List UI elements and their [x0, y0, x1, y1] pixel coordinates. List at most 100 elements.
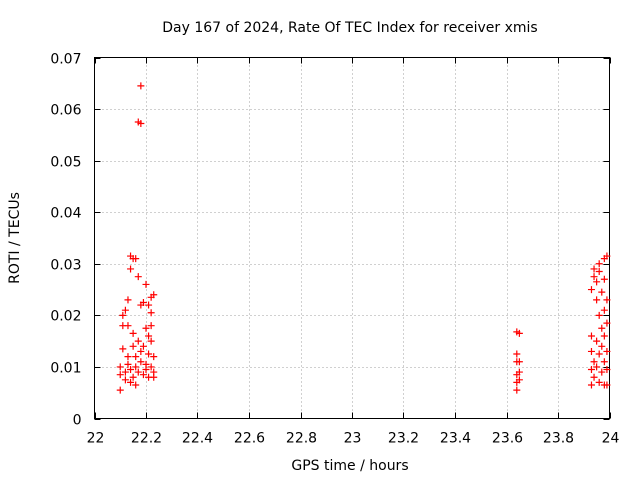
data-point [515, 329, 523, 337]
data-point [147, 309, 155, 317]
data-point [132, 353, 140, 361]
data-point [132, 255, 140, 263]
y-axis-label: ROTI / TECUs [7, 192, 23, 284]
data-point [603, 319, 611, 327]
data-point [593, 278, 601, 286]
x-tick-label: 24 [602, 431, 620, 447]
data-point [137, 82, 145, 90]
data-point [145, 332, 153, 340]
data-point [598, 368, 606, 376]
data-point [150, 291, 158, 299]
x-axis-label: GPS time / hours [291, 458, 408, 474]
y-tick-label: 0 [73, 413, 82, 429]
data-point [137, 358, 145, 366]
data-point [595, 378, 603, 386]
data-point [137, 120, 145, 128]
x-tick-label: 23.8 [543, 431, 574, 447]
data-point [603, 252, 611, 260]
data-point [145, 301, 153, 309]
data-point [603, 366, 611, 374]
y-tick-label: 0.04 [50, 206, 81, 222]
data-point [142, 280, 150, 288]
data-point [139, 298, 147, 306]
x-tick-label: 22.2 [131, 431, 162, 447]
data-point [593, 337, 601, 345]
data-point [595, 260, 603, 268]
data-point [121, 368, 129, 376]
data-point [127, 265, 135, 273]
data-point [587, 332, 595, 340]
data-point [590, 358, 598, 366]
data-point [139, 342, 147, 350]
data-point [587, 286, 595, 294]
data-point [116, 386, 124, 394]
data-point [124, 353, 132, 361]
data-point [147, 363, 155, 371]
data-point [595, 268, 603, 276]
data-point [121, 376, 129, 384]
y-tick-label: 0.06 [50, 103, 81, 119]
data-point [603, 347, 611, 355]
y-tick-label: 0.03 [50, 258, 81, 274]
data-point [590, 265, 598, 273]
data-point [119, 311, 127, 319]
data-point [119, 345, 127, 353]
data-point [134, 337, 142, 345]
data-point [590, 273, 598, 281]
data-point [595, 350, 603, 358]
data-point [124, 322, 132, 330]
data-point [515, 368, 523, 376]
data-point [603, 381, 611, 389]
y-tick-label: 0.05 [50, 155, 81, 171]
data-point [595, 311, 603, 319]
axis-ticks [94, 57, 611, 420]
data-point [142, 366, 150, 374]
x-tick-label: 22 [87, 431, 105, 447]
data-point [603, 296, 611, 304]
data-point [600, 358, 608, 366]
data-point [150, 373, 158, 381]
data-point [139, 371, 147, 379]
data-point [150, 353, 158, 361]
x-tick-label: 23.4 [440, 431, 471, 447]
data-point [142, 324, 150, 332]
data-point [134, 273, 142, 281]
x-tick-label: 23.6 [492, 431, 523, 447]
data-point [127, 366, 135, 374]
x-tick-label: 23 [344, 431, 362, 447]
data-point [598, 342, 606, 350]
data-point [147, 337, 155, 345]
data-point [132, 381, 140, 389]
data-point [600, 275, 608, 283]
data-point [587, 366, 595, 374]
grid-lines [94, 57, 610, 419]
data-point [600, 306, 608, 314]
x-tick-label: 22.8 [286, 431, 317, 447]
data-point [587, 347, 595, 355]
x-tick-labels: 22 22.2 22.4 22.6 22.8 23 23.2 23.4 23.6 23.8 24 [87, 431, 620, 447]
y-tick-label: 0.07 [50, 52, 81, 68]
data-point [129, 373, 137, 381]
x-tick-label: 22.4 [182, 431, 213, 447]
data-point [593, 363, 601, 371]
data-point [513, 386, 521, 394]
data-point [121, 306, 129, 314]
data-point [515, 376, 523, 384]
x-tick-label: 22.6 [234, 431, 265, 447]
data-point [116, 371, 124, 379]
data-point [132, 363, 140, 371]
data-point [124, 360, 132, 368]
data-point [515, 358, 523, 366]
x-tick-label: 23.2 [388, 431, 419, 447]
data-point [124, 296, 132, 304]
data-point [137, 347, 145, 355]
data-point [116, 363, 124, 371]
data-point [127, 378, 135, 386]
data-point [598, 324, 606, 332]
data-point [513, 350, 521, 358]
data-point [593, 296, 601, 304]
y-tick-label: 0.01 [50, 361, 81, 377]
data-point [145, 350, 153, 358]
data-point [134, 368, 142, 376]
